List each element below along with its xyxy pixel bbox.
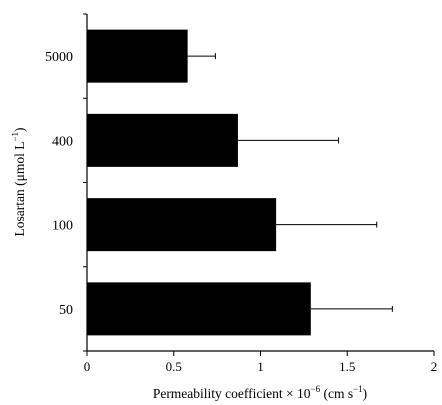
y-axis-categories: 5000 400 100 50 bbox=[45, 50, 73, 318]
y-category-label: 400 bbox=[52, 134, 73, 149]
x-axis-title-suffix-exponent: −1 bbox=[353, 384, 363, 394]
x-axis-title-close: ) bbox=[363, 386, 368, 401]
x-tick-label: 1.5 bbox=[339, 359, 355, 374]
x-tick-label: 0 bbox=[84, 359, 91, 374]
x-tick-label: 0.5 bbox=[166, 359, 182, 374]
bar-100 bbox=[87, 198, 277, 252]
y-axis-title-exponent: −1 bbox=[10, 132, 20, 142]
bar-50 bbox=[87, 282, 311, 336]
x-axis-title-exponent: −6 bbox=[311, 384, 321, 394]
chart-error-bars bbox=[187, 53, 393, 312]
bar-5000 bbox=[87, 29, 188, 83]
x-axis-ticks: 0 0.5 1 1.5 2 bbox=[84, 351, 438, 374]
x-tick-label: 2 bbox=[431, 359, 438, 374]
x-axis-title-suffix: (cm s bbox=[320, 386, 353, 401]
x-tick-label: 1 bbox=[257, 359, 264, 374]
y-axis-title-prefix: Losartan (μmol L bbox=[12, 142, 27, 237]
y-axis-title: Losartan (μmol L−1) bbox=[10, 127, 27, 236]
x-axis-title-prefix: Permeability coefficient × 10 bbox=[153, 386, 311, 401]
chart-bars bbox=[87, 29, 311, 336]
y-axis-title-close: ) bbox=[12, 127, 27, 132]
x-axis-title: Permeability coefficient × 10−6 (cm s−1) bbox=[153, 384, 367, 401]
y-category-label: 100 bbox=[52, 219, 73, 234]
y-category-label: 50 bbox=[59, 303, 73, 318]
y-category-label: 5000 bbox=[45, 50, 73, 65]
bar-400 bbox=[87, 113, 238, 167]
